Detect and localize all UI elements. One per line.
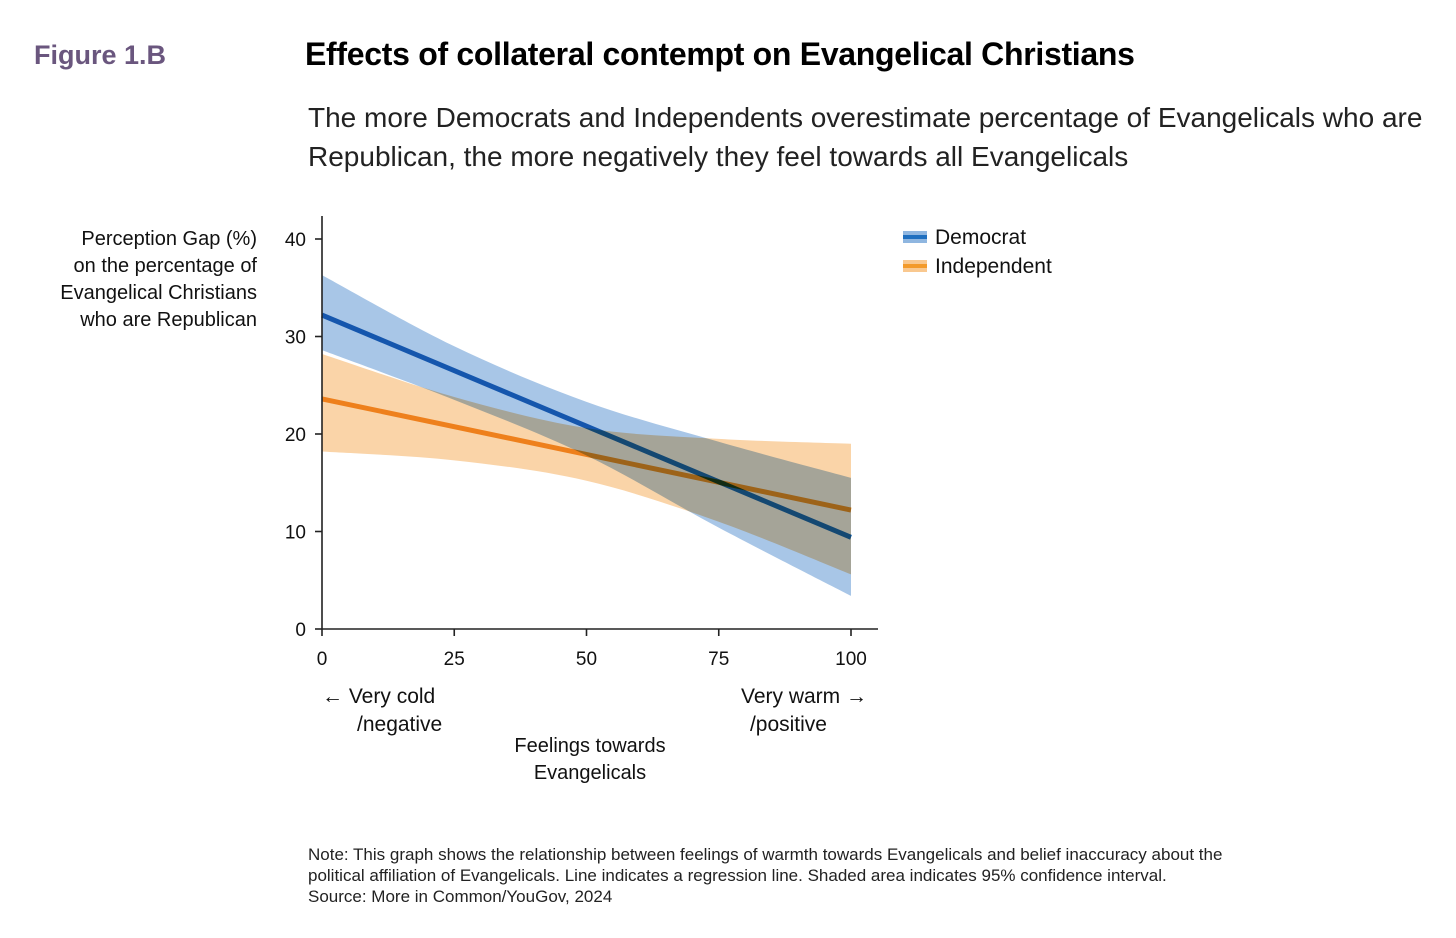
chart-title: Effects of collateral contempt on Evange… bbox=[305, 36, 1135, 72]
x-high-line: Very warm → bbox=[740, 685, 867, 708]
chart-note: Note: This graph shows the relationship … bbox=[308, 844, 1428, 907]
y-tick-label: 0 bbox=[295, 620, 306, 641]
x-axis-label-line: Feelings towards bbox=[514, 735, 666, 757]
note-line: political affiliation of Evangelicals. L… bbox=[308, 866, 1167, 885]
ci-band-independent bbox=[322, 354, 851, 575]
x-tick-label: 0 bbox=[317, 649, 328, 670]
y-tick-label: 20 bbox=[285, 425, 306, 446]
y-tick-label: 10 bbox=[285, 523, 306, 544]
y-axis-label: Perception Gap (%) on the percentage of … bbox=[10, 226, 257, 334]
x-low-line: /negative bbox=[357, 713, 443, 736]
y-axis-label-line: Perception Gap (%) bbox=[81, 228, 257, 250]
x-axis-low-annotation: ← Very cold /negative bbox=[322, 683, 442, 739]
note-line: Source: More in Common/YouGov, 2024 bbox=[308, 887, 613, 906]
y-tick-label: 30 bbox=[285, 328, 306, 349]
legend-label-democrat: Democrat bbox=[935, 226, 1026, 249]
x-high-line: /positive bbox=[749, 713, 827, 736]
chart-axes: 0 10 20 30 40 0 25 50 75 100 bbox=[285, 216, 878, 670]
chart-legend: Democrat Independent bbox=[903, 226, 1052, 278]
figure-label: Figure 1.B bbox=[34, 40, 167, 70]
regression-line-democrat bbox=[321, 312, 852, 540]
regression-lines bbox=[321, 312, 852, 540]
y-tick-label: 40 bbox=[285, 230, 306, 251]
x-tick-label: 25 bbox=[444, 649, 465, 670]
x-tick-label: 75 bbox=[708, 649, 729, 670]
x-tick-label: 50 bbox=[576, 649, 597, 670]
note-line: Note: This graph shows the relationship … bbox=[308, 845, 1223, 864]
legend-label-independent: Independent bbox=[935, 255, 1052, 278]
x-axis-label: Feelings towards Evangelicals bbox=[470, 733, 710, 787]
x-axis-label-line: Evangelicals bbox=[533, 762, 647, 784]
x-low-line: ← Very cold bbox=[322, 685, 436, 708]
y-axis-label-line: on the percentage of bbox=[73, 255, 257, 277]
y-axis-label-line: Evangelical Christians bbox=[60, 282, 257, 304]
regression-line-independent bbox=[321, 396, 852, 513]
x-tick-label: 100 bbox=[835, 649, 867, 670]
chart-subtitle: The more Democrats and Independents over… bbox=[308, 102, 1423, 172]
x-axis-high-annotation: Very warm → /positive bbox=[660, 683, 867, 739]
y-axis-label-line: who are Republican bbox=[80, 309, 257, 331]
confidence-bands bbox=[322, 275, 851, 596]
